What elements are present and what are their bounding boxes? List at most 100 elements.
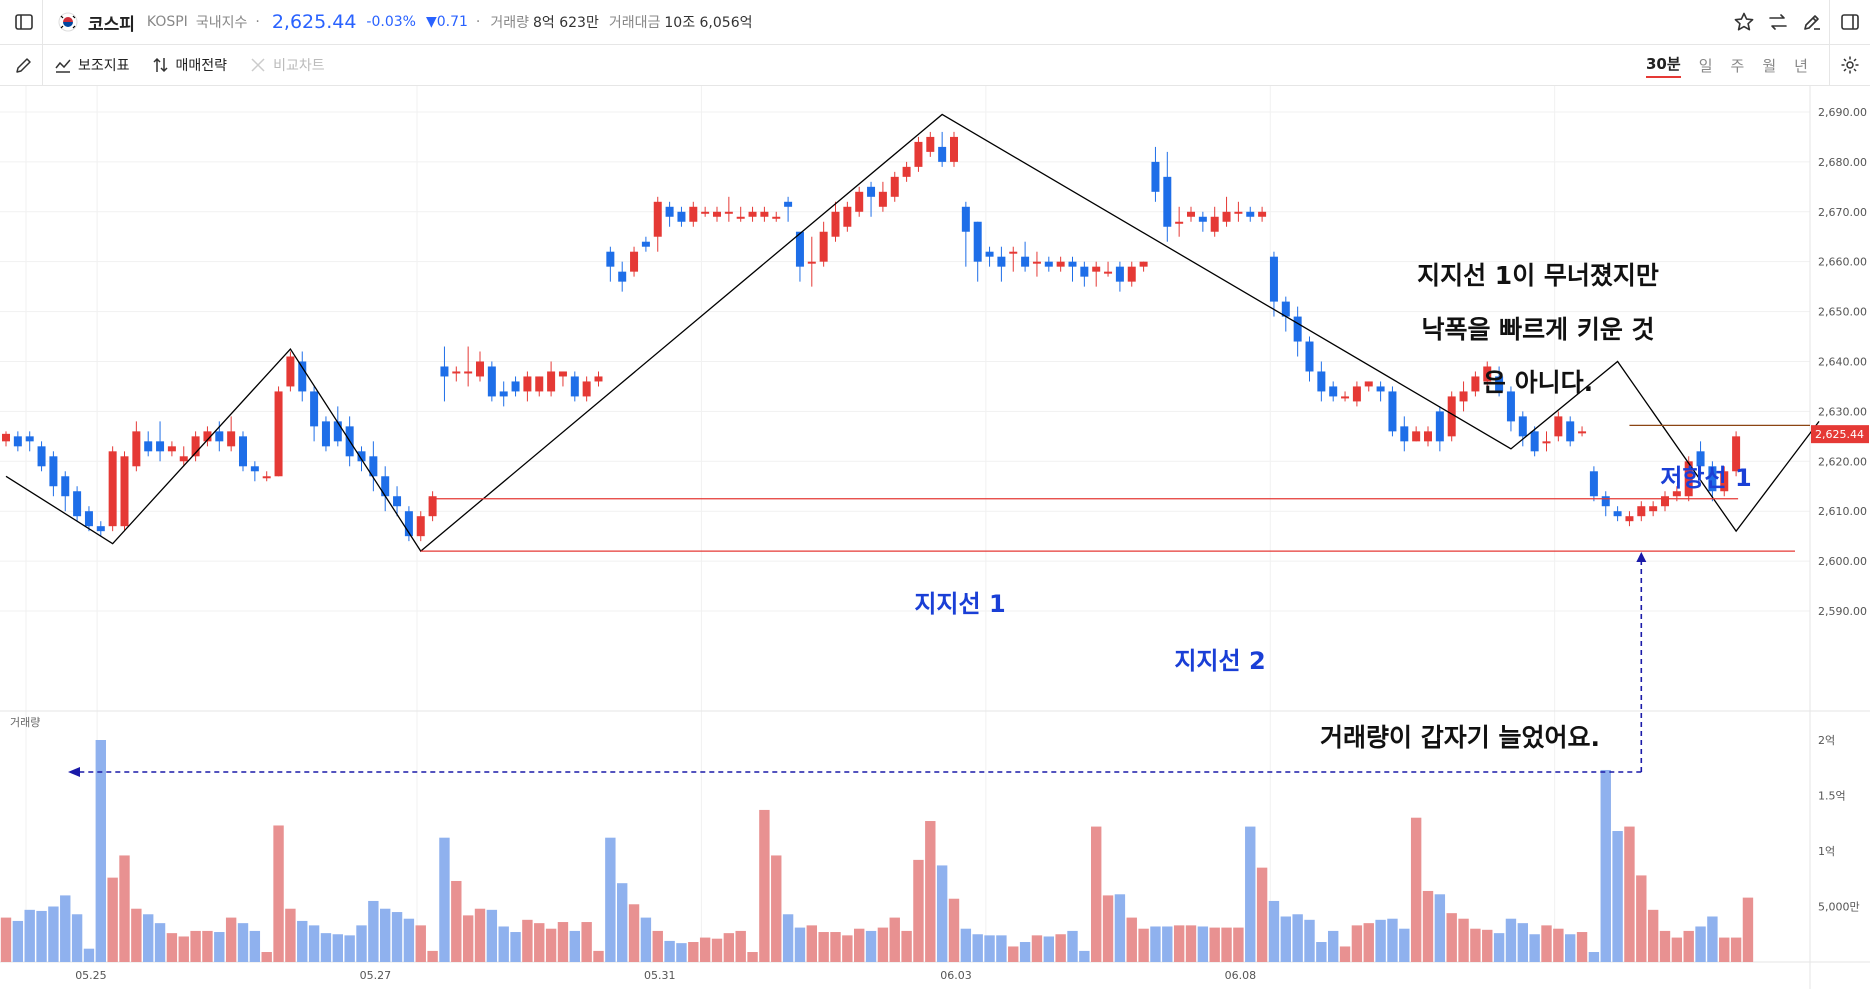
- candle-body: [357, 451, 366, 462]
- volume-bar: [1162, 926, 1173, 962]
- period-month[interactable]: 월: [1762, 56, 1777, 75]
- volume-panel-label: 거래량: [10, 716, 40, 729]
- candle-body: [369, 456, 378, 477]
- volume-bar: [1422, 890, 1434, 962]
- volume-bar: [1292, 914, 1303, 962]
- volume-bar: [1588, 952, 1600, 962]
- indicators-button[interactable]: 보조지표: [54, 55, 130, 75]
- volume-bar: [60, 895, 71, 962]
- volume-bar: [403, 918, 415, 962]
- volume-bar: [0, 917, 12, 962]
- price-chart[interactable]: 2,690.00 2,680.00 2,670.00 2,660.00 2,650.00…: [0, 86, 1870, 989]
- period-selector: 30분 일 주 월 년: [1628, 45, 1808, 85]
- volume-bar: [1517, 923, 1528, 962]
- volume-bar: [1493, 933, 1505, 962]
- candle-body: [25, 436, 34, 442]
- period-day[interactable]: 일: [1698, 56, 1713, 75]
- settings-gear-icon[interactable]: [1838, 53, 1862, 77]
- candle-body: [926, 136, 935, 152]
- amount-label: 거래대금: [608, 15, 661, 31]
- volume-bar: [1399, 928, 1410, 962]
- volume-bar: [628, 904, 640, 962]
- volume-bar: [1624, 826, 1635, 962]
- dot-separator: ·: [475, 14, 481, 30]
- time-axis: 05.25 05.27 05.31 06.03 06.08: [75, 969, 1256, 982]
- price-tick-label: 2,600.00: [1818, 555, 1867, 568]
- candle-body: [1495, 376, 1504, 392]
- volume-bar: [925, 821, 936, 962]
- volume-bar: [237, 923, 249, 962]
- drawing-pen-icon[interactable]: [12, 53, 36, 77]
- volume-tick-label: 5,000만: [1818, 901, 1860, 914]
- candle-body: [1518, 416, 1527, 437]
- volume-bar: [1233, 927, 1244, 962]
- sidebar-toggle-icon[interactable]: [12, 10, 36, 34]
- period-year[interactable]: 년: [1794, 56, 1808, 75]
- candle-body: [748, 211, 757, 217]
- volume-bar: [996, 935, 1007, 962]
- volume-bar: [1043, 936, 1054, 962]
- volume-bar: [1209, 927, 1220, 962]
- candle-body: [262, 476, 271, 479]
- volume-bar: [107, 877, 118, 962]
- candle-body: [250, 466, 259, 472]
- compare-label: 비교차트: [273, 58, 325, 74]
- candle-body: [1601, 496, 1610, 507]
- volume-bar: [297, 920, 308, 962]
- volume-bar: [771, 855, 782, 962]
- candle-body: [713, 211, 721, 217]
- volume-bar: [1150, 926, 1161, 962]
- candle-body: [547, 371, 556, 392]
- volume-bar: [166, 933, 178, 962]
- candle-body: [1364, 381, 1373, 387]
- volume-bar: [936, 865, 948, 962]
- star-icon[interactable]: [1730, 8, 1758, 36]
- period-week[interactable]: 주: [1730, 56, 1745, 75]
- change-amount: ▼0.71: [425, 14, 468, 30]
- compare-chart-button[interactable]: 비교차트: [249, 55, 325, 75]
- volume-bar: [1304, 919, 1315, 962]
- candle-body: [630, 251, 639, 272]
- resistance-1-label: 저항선 1: [1660, 464, 1751, 492]
- volume-bar: [214, 932, 225, 962]
- candle-body: [1269, 256, 1278, 302]
- candle-body: [84, 511, 93, 527]
- volume-bar: [474, 908, 486, 962]
- arrow-head-up: [1636, 552, 1647, 562]
- candle-body: [961, 206, 970, 232]
- volume-bar: [1434, 894, 1446, 962]
- swap-icon[interactable]: [1764, 8, 1792, 36]
- volume-bar: [1730, 937, 1742, 962]
- volume-bar: [901, 930, 912, 962]
- price-tick-label: 2,620.00: [1818, 455, 1867, 468]
- candle-body: [831, 211, 840, 237]
- volume-bar: [1351, 925, 1363, 962]
- symbol-code: KOSPI: [146, 14, 188, 30]
- volume-bar: [735, 930, 746, 962]
- candle-body: [558, 371, 567, 377]
- candle-body: [476, 361, 484, 377]
- volume-bar: [1683, 930, 1694, 962]
- strategy-button[interactable]: 매매전략: [152, 55, 227, 75]
- volume-bar: [711, 938, 723, 962]
- candle-body: [535, 376, 544, 392]
- side-panel-icon[interactable]: [1836, 8, 1864, 36]
- candle-body: [1234, 211, 1243, 214]
- volume-bar: [1268, 900, 1280, 962]
- edit-icon[interactable]: [1798, 8, 1826, 36]
- volume-bar: [1565, 934, 1576, 962]
- annotation-lines: [5, 113, 1820, 777]
- volume-bar: [1245, 826, 1256, 962]
- volume-bar: [617, 883, 628, 962]
- volume-bar: [83, 948, 95, 962]
- candle-body: [1435, 411, 1444, 442]
- price-tick-label: 2,640.00: [1818, 355, 1867, 368]
- volume-bar: [24, 909, 35, 962]
- volume-bar: [1576, 932, 1588, 962]
- volume-bar: [1031, 935, 1043, 962]
- volume-bar: [794, 927, 806, 962]
- volume-bar: [380, 908, 391, 962]
- period-30min[interactable]: 30분: [1646, 53, 1681, 78]
- volume-bar: [960, 928, 972, 962]
